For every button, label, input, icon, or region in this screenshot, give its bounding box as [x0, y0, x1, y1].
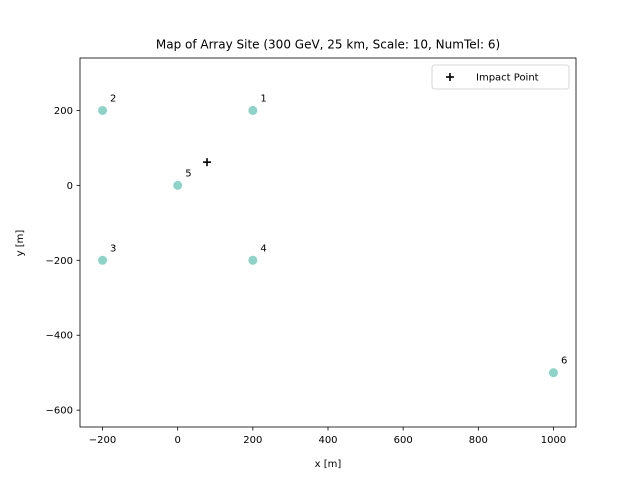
- x-tick-label: 1000: [541, 435, 566, 446]
- telescope-label: 4: [260, 243, 266, 254]
- legend-label: Impact Point: [476, 73, 539, 84]
- y-tick-label: −400: [46, 331, 73, 342]
- x-axis-label: x [m]: [315, 459, 342, 470]
- x-tick-label: 800: [469, 435, 488, 446]
- telescope-label: 2: [110, 93, 116, 104]
- legend-box: [431, 64, 570, 90]
- impact-point-marker: [203, 158, 212, 167]
- telescope-point: [98, 105, 108, 115]
- chart-title: Map of Array Site (300 GeV, 25 km, Scale…: [156, 38, 500, 52]
- telescope-label: 5: [185, 168, 191, 179]
- x-tick-label: 0: [175, 435, 181, 446]
- x-tick-label: 200: [243, 435, 262, 446]
- y-tick-label: −200: [46, 256, 73, 267]
- plot-area: −200 0 200 400 600 800 1000 −600 −400 −200 0 200 1 2 3…: [46, 57, 577, 446]
- axes-frame: [79, 57, 577, 428]
- telescope-point: [98, 255, 108, 265]
- x-tick-label: 400: [318, 435, 337, 446]
- x-tick-label: 600: [394, 435, 413, 446]
- y-axis-label: y [m]: [15, 230, 26, 257]
- x-tick-label: −200: [89, 435, 116, 446]
- legend: Impact Point: [431, 64, 570, 90]
- telescope-point: [248, 105, 258, 115]
- telescope-label: 1: [260, 93, 266, 104]
- telescope-label: 6: [561, 356, 567, 367]
- telescope-point: [173, 180, 183, 190]
- telescope-point: [548, 368, 558, 378]
- y-tick-label: 0: [67, 181, 73, 192]
- y-tick-label: 200: [54, 106, 73, 117]
- y-tick-label: −600: [46, 406, 73, 417]
- telescope-label: 3: [110, 243, 116, 254]
- telescope-point: [248, 255, 258, 265]
